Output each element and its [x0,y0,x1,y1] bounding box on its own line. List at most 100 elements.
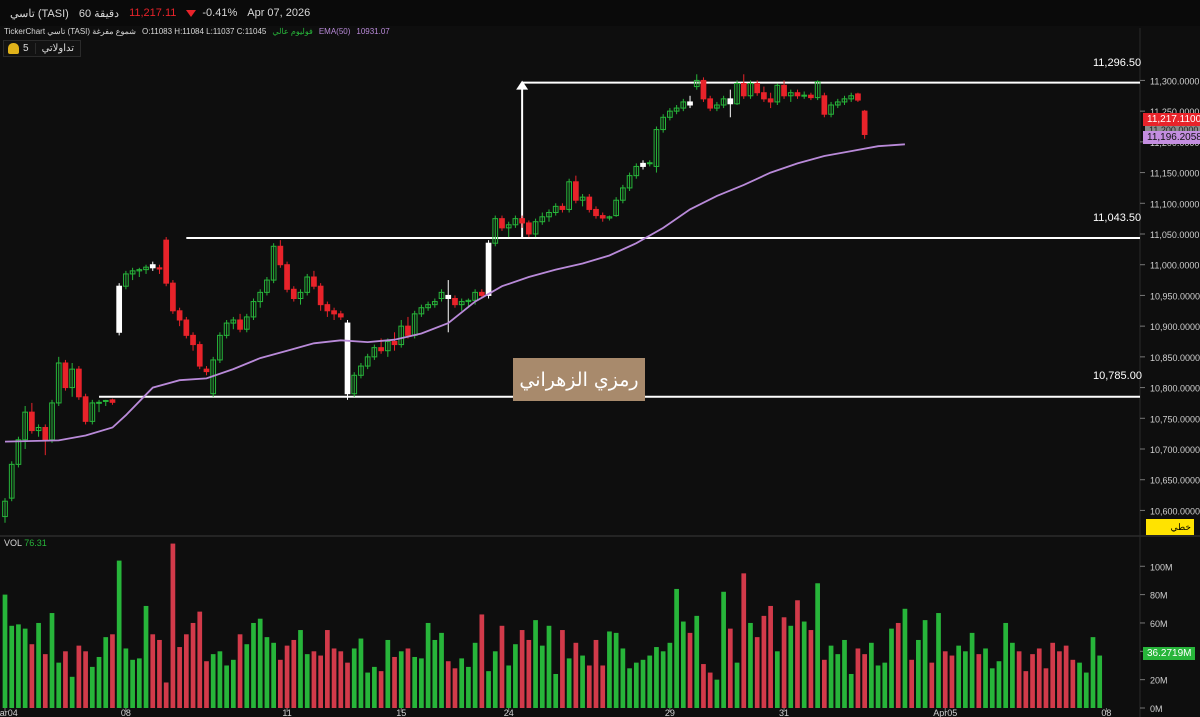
candle-body [808,94,814,99]
volume-bar [788,625,794,708]
volume-bar [69,676,75,708]
volume-bar [526,639,532,708]
chart-title: TickerChart تاسي (TASI) شموع مفرغة [4,27,136,36]
volume-bar [197,611,203,708]
candle-body [680,101,687,109]
volume-bar [560,630,565,708]
candle-body [700,79,707,100]
candle-body [405,325,411,336]
indicator-label[interactable]: فوليوم عالي [272,27,313,36]
volume-bar [889,628,894,708]
price-tick-label: 10,850.0000 [1150,353,1200,363]
candle-body [331,310,337,315]
candle-body [512,218,519,226]
candle-body [593,208,599,217]
down-triangle-icon [186,9,197,17]
candle-body [311,276,317,287]
volume-bar [869,642,874,708]
volume-bar [922,620,928,708]
alerts-bar[interactable]: 5 تداولاتي [3,40,82,57]
candle-body [109,399,116,403]
volume-bar [701,664,706,708]
candle-body [223,322,230,336]
volume-bar [163,682,169,708]
volume-bar [721,591,726,708]
volume-bar [828,645,834,708]
candle-body [250,301,257,318]
candle-body [304,276,311,293]
volume-bar [157,639,162,708]
candle-body [176,310,183,321]
candle-body [841,98,848,103]
volume-bar [325,630,330,708]
volume-bar [1023,671,1029,708]
volume-bar [862,654,867,708]
interval[interactable]: 60 دقيقة [78,7,120,20]
price-tick-label: 11,050.0000 [1150,230,1199,240]
volume-tick-label: 0M [1150,704,1163,714]
volume-bar [633,662,639,708]
time-tick-label: 08 [1101,708,1111,717]
volume-bar [110,634,115,708]
volume-bar [801,621,807,708]
volume-bar [640,659,646,708]
volume-bar [909,659,915,708]
volume-bar [76,645,82,708]
brand-label[interactable]: تداولاتي [34,43,80,54]
volume-bar [680,621,686,708]
ema-label[interactable]: EMA(50) [318,27,351,36]
volume-bar [472,642,478,708]
candle-body [351,374,358,395]
volume-bar [795,600,800,708]
candle-body [136,269,143,272]
author-watermark: رمزي الزهراني [513,358,645,401]
price-tick-label: 10,700.0000 [1150,445,1200,455]
candle-body [834,101,841,106]
volume-bar [835,654,841,708]
volume-bar [22,628,28,708]
volume-bar [83,651,88,708]
candle-body [438,291,445,300]
volume-bar [882,662,888,708]
volume-bar [586,665,592,708]
candle-body [123,273,129,287]
symbol-name[interactable]: تاسي (TASI) [10,7,69,20]
volume-bar [1090,637,1096,708]
candle-body [284,264,290,290]
candle-body [747,83,754,97]
bell-icon[interactable] [8,43,19,54]
candle-body [398,325,405,346]
volume-bar [855,648,861,708]
candle-body [599,215,606,219]
volume-bar [627,668,632,708]
volume-bar [351,648,357,708]
time-tick-label: 29 [665,708,675,717]
volume-bar [284,645,290,708]
volume-bar [2,594,8,708]
volume-bar [553,673,559,708]
info-bar: TickerChart تاسي (TASI) شموع مفرغة O:110… [4,27,390,36]
candle-body [8,463,15,499]
volume-bar [895,622,901,708]
volume-bar [150,634,156,708]
volume-bar [620,648,626,708]
ema50-line [4,143,905,443]
candle-body [458,301,465,306]
volume-bar [237,634,243,708]
last-price-badge: 11,217.1100 [1143,113,1200,126]
volume-bar [432,639,438,708]
candle-body [499,218,505,229]
volume-bar [143,605,149,708]
volume-tick-label: 20M [1150,676,1168,686]
candle-body [821,95,828,115]
line-type-button[interactable]: خطي [1146,519,1194,535]
candle-body [257,291,264,303]
ema-price-badge: 11,196.2058 [1143,131,1200,144]
time-tick-label: 15 [396,708,406,717]
volume-bar [1010,642,1015,708]
volume-bar [311,651,317,708]
volume-bar [936,613,941,708]
candle-body [129,270,136,275]
time-tick-label: 31 [779,708,789,717]
